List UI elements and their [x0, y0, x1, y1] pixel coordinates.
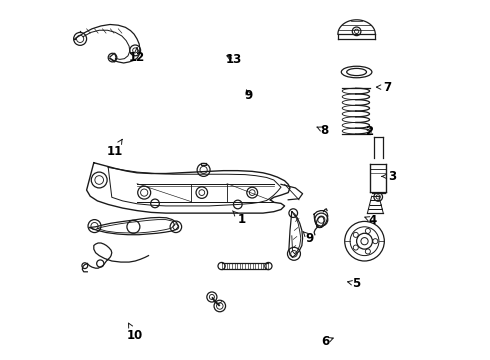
Text: 9: 9 — [303, 231, 314, 245]
Text: 7: 7 — [376, 81, 391, 94]
Text: 4: 4 — [365, 214, 377, 227]
Text: 13: 13 — [226, 53, 243, 66]
Text: 6: 6 — [321, 335, 333, 348]
Text: 9: 9 — [245, 89, 253, 102]
Text: 12: 12 — [129, 48, 145, 64]
Text: 5: 5 — [347, 277, 360, 290]
Text: 1: 1 — [233, 211, 245, 226]
Text: 11: 11 — [106, 139, 123, 158]
Text: 10: 10 — [127, 323, 144, 342]
Text: 2: 2 — [365, 125, 373, 138]
Text: 3: 3 — [382, 170, 396, 183]
Text: 8: 8 — [317, 124, 328, 137]
